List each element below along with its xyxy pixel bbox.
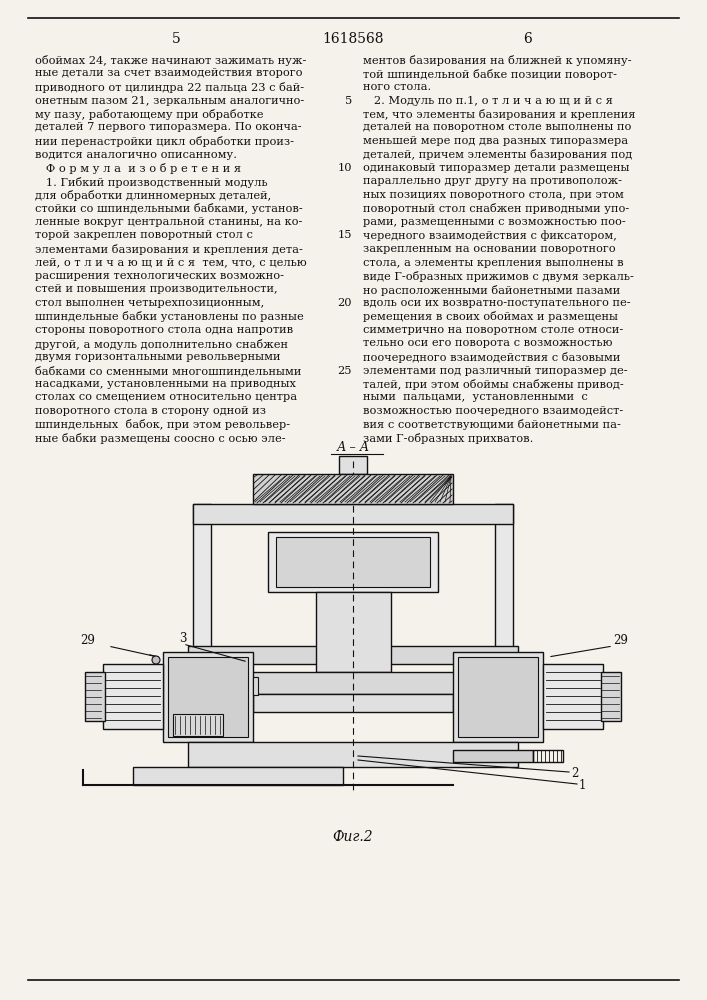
- Text: но расположенными байонетными пазами: но расположенными байонетными пазами: [363, 284, 620, 296]
- Text: насадками, установленными на приводных: насадками, установленными на приводных: [35, 379, 296, 389]
- Text: Ф о р м у л а  и з о б р е т е н и я: Ф о р м у л а и з о б р е т е н и я: [35, 163, 241, 174]
- Text: 29: 29: [613, 634, 628, 647]
- Bar: [193, 504, 211, 664]
- Bar: [316, 592, 391, 672]
- Text: стола, а элементы крепления выполнены в: стола, а элементы крепления выполнены в: [363, 257, 624, 267]
- Text: 15: 15: [337, 231, 352, 240]
- Text: 1618568: 1618568: [322, 32, 384, 46]
- Text: для обработки длинномерных деталей,: для обработки длинномерных деталей,: [35, 190, 271, 201]
- Text: деталей 7 первого типоразмера. По оконча-: деталей 7 первого типоразмера. По оконча…: [35, 122, 302, 132]
- Text: элементами под различный типоразмер де-: элементами под различный типоразмер де-: [363, 365, 628, 375]
- Text: 25: 25: [337, 365, 352, 375]
- Text: стойки со шпиндельными бабками, установ-: стойки со шпиндельными бабками, установ-: [35, 204, 303, 215]
- Bar: [233, 672, 473, 694]
- Text: нии перенастройки цикл обработки произ-: нии перенастройки цикл обработки произ-: [35, 136, 294, 147]
- Text: 6: 6: [524, 32, 532, 46]
- Bar: [453, 750, 533, 762]
- Text: расширения технологических возможно-: расширения технологических возможно-: [35, 271, 284, 281]
- Text: чередного взаимодействия с фиксатором,: чередного взаимодействия с фиксатором,: [363, 231, 617, 241]
- Text: 10: 10: [337, 163, 352, 173]
- Text: элементами базирования и крепления дета-: элементами базирования и крепления дета-: [35, 244, 303, 255]
- Text: 20: 20: [337, 298, 352, 308]
- Text: стороны поворотного стола одна напротив: стороны поворотного стола одна напротив: [35, 325, 293, 335]
- Text: онетным пазом 21, зеркальным аналогично-: онетным пазом 21, зеркальным аналогично-: [35, 96, 304, 105]
- Text: возможностью поочередного взаимодейст-: возможностью поочередного взаимодейст-: [363, 406, 624, 416]
- Text: деталей, причем элементы базирования под: деталей, причем элементы базирования под: [363, 149, 632, 160]
- Text: вия с соответствующими байонетными па-: вия с соответствующими байонетными па-: [363, 420, 621, 430]
- Text: водится аналогично описанному.: водится аналогично описанному.: [35, 149, 237, 159]
- Text: лей, о т л и ч а ю щ и й с я  тем, что, с целью: лей, о т л и ч а ю щ и й с я тем, что, с…: [35, 257, 307, 267]
- Bar: [268, 532, 438, 592]
- Text: талей, при этом обоймы снабжены привод-: талей, при этом обоймы снабжены привод-: [363, 379, 624, 390]
- Text: поворотный стол снабжен приводными упо-: поворотный стол снабжен приводными упо-: [363, 204, 629, 215]
- Circle shape: [152, 656, 160, 664]
- Bar: [133, 767, 343, 785]
- Text: ными  пальцами,  установленными  с: ными пальцами, установленными с: [363, 392, 588, 402]
- Text: шпиндельных  бабок, при этом револьвер-: шпиндельных бабок, при этом револьвер-: [35, 420, 290, 430]
- Text: шпиндельные бабки установлены по разные: шпиндельные бабки установлены по разные: [35, 312, 304, 322]
- Bar: [495, 504, 513, 664]
- Bar: [601, 672, 621, 721]
- Text: другой, а модуль дополнительно снабжен: другой, а модуль дополнительно снабжен: [35, 338, 288, 350]
- Bar: [458, 657, 538, 737]
- Text: 5: 5: [172, 32, 180, 46]
- Bar: [453, 652, 543, 742]
- Text: тем, что элементы базирования и крепления: тем, что элементы базирования и креплени…: [363, 109, 636, 120]
- Text: тельно оси его поворота с возможностью: тельно оси его поворота с возможностью: [363, 338, 612, 349]
- Text: А – А: А – А: [337, 441, 370, 454]
- Text: бабками со сменными многошпиндельными: бабками со сменными многошпиндельными: [35, 365, 301, 376]
- Bar: [339, 456, 367, 474]
- Text: 2: 2: [571, 767, 578, 780]
- Text: торой закреплен поворотный стол с: торой закреплен поворотный стол с: [35, 231, 253, 240]
- Text: стей и повышения производительности,: стей и повышения производительности,: [35, 284, 278, 294]
- Bar: [533, 750, 563, 762]
- Text: ремещения в своих обоймах и размещены: ремещения в своих обоймах и размещены: [363, 312, 618, 322]
- Text: рами, размещенными с возможностью поо-: рами, размещенными с возможностью поо-: [363, 217, 626, 227]
- Text: вдоль оси их возвратно-поступательного пе-: вдоль оси их возвратно-поступательного п…: [363, 298, 631, 308]
- Text: зами Г-образных прихватов.: зами Г-образных прихватов.: [363, 433, 533, 444]
- Text: параллельно друг другу на противополож-: параллельно друг другу на противополож-: [363, 176, 622, 186]
- Bar: [253, 474, 453, 504]
- Bar: [253, 694, 453, 712]
- Text: столах со смещением относительно центра: столах со смещением относительно центра: [35, 392, 297, 402]
- Text: обоймах 24, также начинают зажимать нуж-: обоймах 24, также начинают зажимать нуж-: [35, 55, 306, 66]
- Text: ные бабки размещены соосно с осью эле-: ные бабки размещены соосно с осью эле-: [35, 433, 286, 444]
- Bar: [163, 652, 253, 742]
- Text: закрепленным на основании поворотного: закрепленным на основании поворотного: [363, 244, 616, 254]
- Text: ленные вокруг центральной станины, на ко-: ленные вокруг центральной станины, на ко…: [35, 217, 303, 227]
- Bar: [193, 504, 513, 524]
- Text: 2. Модуль по п.1, о т л и ч а ю щ и й с я: 2. Модуль по п.1, о т л и ч а ю щ и й с …: [363, 96, 613, 105]
- Text: симметрично на поворотном столе относи-: симметрично на поворотном столе относи-: [363, 325, 624, 335]
- Text: виде Г-образных прижимов с двумя зеркаль-: виде Г-образных прижимов с двумя зеркаль…: [363, 271, 634, 282]
- Text: той шпиндельной бабке позиции поворот-: той шпиндельной бабке позиции поворот-: [363, 68, 617, 80]
- Text: 1: 1: [579, 779, 586, 792]
- Text: 1. Гибкий производственный модуль: 1. Гибкий производственный модуль: [35, 176, 268, 188]
- Text: меньшей мере под два разных типоразмера: меньшей мере под два разных типоразмера: [363, 136, 628, 146]
- Text: ного стола.: ного стола.: [363, 82, 431, 92]
- Bar: [173, 714, 223, 736]
- Text: поворотного стола в сторону одной из: поворотного стола в сторону одной из: [35, 406, 266, 416]
- Text: ных позициях поворотного стола, при этом: ных позициях поворотного стола, при этом: [363, 190, 624, 200]
- Text: двумя горизонтальными револьверными: двумя горизонтальными револьверными: [35, 352, 281, 362]
- Bar: [253, 677, 258, 695]
- Bar: [543, 664, 603, 729]
- Bar: [103, 664, 163, 729]
- Text: 3: 3: [180, 632, 187, 645]
- Text: стол выполнен четырехпозиционным,: стол выполнен четырехпозиционным,: [35, 298, 264, 308]
- Text: деталей на поворотном столе выполнены по: деталей на поворотном столе выполнены по: [363, 122, 631, 132]
- Text: Фиг.2: Фиг.2: [333, 830, 373, 844]
- Bar: [188, 646, 518, 664]
- Bar: [85, 672, 105, 721]
- Text: ментов базирования на ближней к упомяну-: ментов базирования на ближней к упомяну-: [363, 55, 631, 66]
- Bar: [168, 657, 248, 737]
- Text: ные детали за счет взаимодействия второго: ные детали за счет взаимодействия второг…: [35, 68, 303, 79]
- Text: му пазу, работающему при обработке: му пазу, работающему при обработке: [35, 109, 264, 120]
- Text: поочередного взаимодействия с базовыми: поочередного взаимодействия с базовыми: [363, 352, 620, 363]
- Bar: [276, 537, 430, 587]
- Text: 5: 5: [345, 96, 352, 105]
- Text: одинаковый типоразмер детали размещены: одинаковый типоразмер детали размещены: [363, 163, 629, 173]
- Text: 29: 29: [81, 634, 95, 647]
- Text: приводного от цилиндра 22 пальца 23 с бай-: приводного от цилиндра 22 пальца 23 с ба…: [35, 82, 304, 93]
- Bar: [188, 742, 518, 767]
